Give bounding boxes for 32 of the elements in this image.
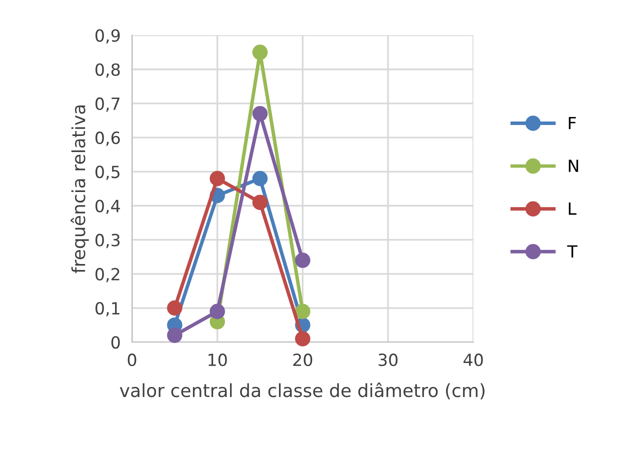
legend-label: N (568, 160, 578, 172)
y-tick-label: 0,5 (96, 166, 120, 180)
point (295, 304, 310, 320)
x-tick-label: 30 (378, 354, 398, 366)
point (252, 106, 268, 122)
point (295, 331, 310, 346)
point (252, 170, 268, 186)
point (210, 304, 225, 320)
x-axis-title: valor central da classe de diâmetro (cm) (120, 382, 484, 400)
point (295, 252, 310, 268)
y-tick-label: 0,1 (96, 302, 120, 316)
legend-label: L (568, 202, 576, 215)
point (210, 170, 225, 186)
y-tick-label: 0 (111, 336, 120, 349)
y-tick-label: 0,2 (96, 268, 120, 282)
legend-label: F (568, 116, 576, 130)
y-tick-label: 0,3 (96, 234, 120, 248)
point (252, 44, 268, 60)
y-tick-label: 0,4 (96, 200, 120, 214)
y-tick-label: 0,9 (96, 29, 120, 44)
y-tick-label: 0,8 (96, 63, 120, 78)
point (167, 300, 182, 316)
x-tick-label: 0 (128, 354, 136, 366)
x-tick-label: 20 (293, 354, 312, 366)
y-tick-label: 0,7 (96, 97, 120, 112)
point (167, 328, 182, 343)
x-tick-label: 40 (464, 354, 483, 366)
y-axis-title: frequência relativa (70, 105, 89, 274)
legend-label: T (567, 245, 578, 258)
y-tick-label: 0,6 (96, 132, 120, 146)
point (252, 194, 268, 210)
x-tick-label: 10 (208, 354, 227, 366)
